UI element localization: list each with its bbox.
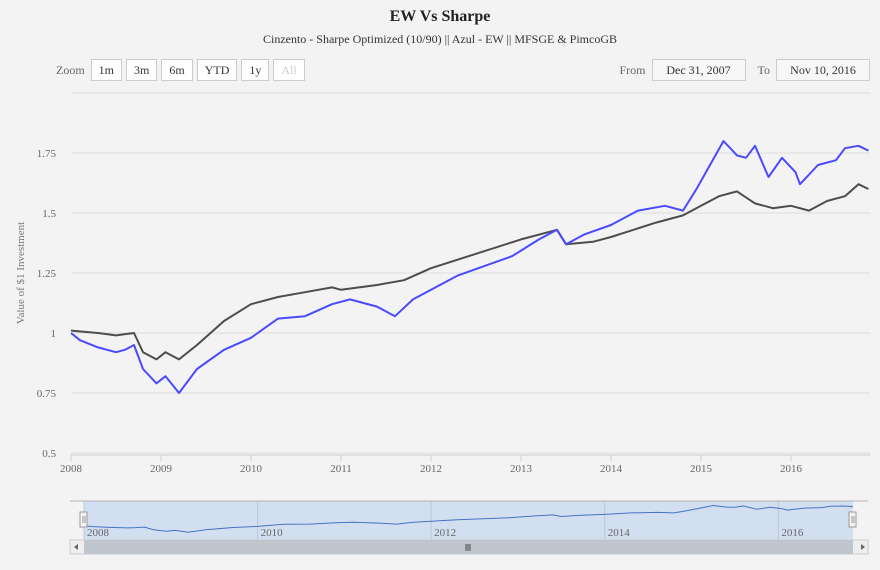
zoom-1m-button[interactable]: 1m [90, 59, 123, 81]
scroll-left-arrow-icon[interactable] [74, 544, 78, 550]
x-tick-label: 2009 [150, 463, 173, 475]
navigator-mask[interactable] [84, 501, 853, 540]
chart-subtitle: Cinzento - Sharpe Optimized (10/90) || A… [262, 32, 618, 46]
x-tick-label: 2011 [330, 463, 352, 475]
y-axis-title: Value of $1 Investment [15, 222, 27, 324]
navigator-tick-label: 2012 [434, 527, 456, 539]
navigator-tick-label: 2010 [261, 527, 284, 539]
series-line-sharpe [70, 183, 869, 361]
from-label: From [619, 62, 646, 77]
to-date-input[interactable]: Nov 10, 2016 [776, 59, 870, 81]
y-tick-label: 1.75 [37, 148, 57, 160]
x-tick-label: 2015 [690, 463, 713, 475]
date-range: From Dec 31, 2007 To Nov 10, 2016 [619, 59, 870, 81]
y-tick-label: 0.75 [37, 388, 57, 400]
scroll-right-arrow-icon[interactable] [861, 544, 865, 550]
series-line-ew [70, 140, 869, 394]
zoom-ytd-button[interactable]: YTD [196, 59, 238, 81]
x-tick-label: 2016 [780, 463, 803, 475]
navigator-right-handle[interactable] [848, 511, 857, 528]
y-tick-label: 1 [51, 328, 57, 340]
zoom-3m-button[interactable]: 3m [126, 59, 158, 81]
zoom-all-button[interactable]: All [273, 59, 305, 81]
navigator-left-handle[interactable] [79, 511, 88, 528]
navigator-tick-label: 2014 [608, 527, 631, 539]
y-tick-label: 0.5 [42, 448, 56, 460]
from-date-input[interactable]: Dec 31, 2007 [651, 59, 746, 81]
x-tick-label: 2013 [510, 463, 533, 475]
y-tick-label: 1.25 [37, 268, 57, 280]
to-label: To [757, 62, 771, 77]
zoom-label: Zoom [56, 62, 85, 77]
range-selector: Zoom 1m 3m 6m YTD 1y All [56, 59, 305, 81]
x-tick-label: 2010 [240, 463, 263, 475]
chart-title: EW Vs Sharpe [389, 8, 491, 25]
navigator[interactable]: 2008 2010 2012 2014 2016 [69, 500, 869, 555]
x-tick-label: 2014 [600, 463, 623, 475]
navigator-tick-label: 2008 [87, 527, 110, 539]
x-tick-label: 2008 [60, 463, 83, 475]
navigator-tick-label: 2016 [781, 527, 804, 539]
x-tick-label: 2012 [420, 463, 442, 475]
zoom-6m-button[interactable]: 6m [161, 59, 193, 81]
navigator-series-line [83, 504, 854, 533]
y-tick-label: 1.5 [42, 208, 56, 220]
zoom-1y-button[interactable]: 1y [241, 59, 270, 81]
